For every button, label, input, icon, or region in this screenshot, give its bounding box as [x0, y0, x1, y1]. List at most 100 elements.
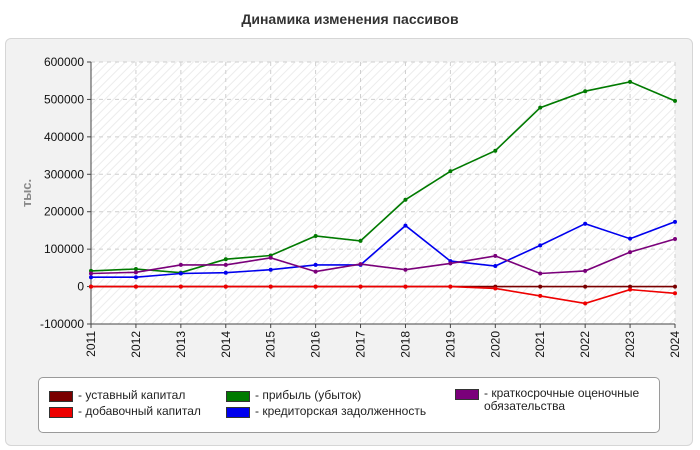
data-point[interactable] — [493, 286, 498, 291]
legend-swatch — [226, 391, 250, 402]
x-tick-label: 2019 — [443, 331, 457, 358]
legend-label: - краткосрочные оценочные обязательства — [484, 386, 640, 413]
data-point[interactable] — [133, 284, 138, 289]
x-tick-label: 2013 — [174, 331, 188, 358]
y-tick-label: 600000 — [44, 55, 84, 69]
data-point[interactable] — [448, 169, 453, 174]
data-point[interactable] — [403, 223, 408, 228]
data-point[interactable] — [493, 148, 498, 153]
series-group — [89, 237, 677, 276]
legend-label: - уставный капитал — [78, 388, 186, 402]
data-point[interactable] — [358, 262, 363, 267]
legend-item[interactable]: - краткосрочные оценочные обязательства — [455, 387, 655, 413]
data-point[interactable] — [673, 284, 677, 289]
data-point[interactable] — [583, 89, 588, 94]
data-point[interactable] — [358, 284, 363, 289]
data-point[interactable] — [133, 270, 138, 275]
legend-swatch — [49, 391, 73, 402]
data-point[interactable] — [223, 257, 228, 262]
legend-label: - кредиторская задолженность — [255, 404, 427, 418]
legend-item[interactable]: - добавочный капитал — [49, 405, 224, 418]
data-point[interactable] — [89, 271, 93, 276]
y-tick-label: 500000 — [44, 92, 84, 106]
data-point[interactable] — [673, 237, 677, 242]
x-tick-label: 2021 — [533, 331, 547, 358]
x-tick-label: 2014 — [219, 331, 233, 358]
series-line — [91, 285, 676, 305]
data-point[interactable] — [628, 284, 633, 289]
series-line — [90, 238, 676, 275]
data-point[interactable] — [448, 284, 453, 289]
data-point[interactable] — [673, 98, 677, 103]
data-point[interactable] — [223, 270, 228, 275]
legend-item[interactable]: - прибыль (убыток) — [226, 389, 451, 402]
data-point[interactable] — [133, 266, 138, 271]
data-point[interactable] — [403, 267, 408, 272]
data-point[interactable] — [268, 267, 273, 272]
data-point[interactable] — [493, 253, 498, 258]
y-tick-label: -100000 — [40, 317, 84, 331]
x-tick-label: 2017 — [354, 331, 368, 358]
x-tick-label: 2016 — [309, 331, 323, 358]
data-point[interactable] — [313, 234, 318, 239]
data-point[interactable] — [493, 263, 498, 268]
series-line — [90, 80, 676, 274]
x-tick-label: 2020 — [488, 331, 502, 358]
data-point[interactable] — [403, 197, 408, 202]
data-point[interactable] — [673, 219, 677, 224]
data-point[interactable] — [673, 291, 677, 296]
data-point[interactable] — [403, 284, 408, 289]
data-point[interactable] — [538, 271, 543, 276]
data-point[interactable] — [583, 221, 588, 226]
data-point[interactable] — [628, 287, 633, 292]
data-point[interactable] — [538, 293, 543, 298]
legend-label: - прибыль (убыток) — [255, 388, 362, 402]
data-point[interactable] — [448, 261, 453, 266]
data-point[interactable] — [538, 243, 543, 248]
data-point[interactable] — [313, 262, 318, 267]
data-point[interactable] — [133, 275, 138, 280]
data-point[interactable] — [313, 284, 318, 289]
legend-swatch — [49, 407, 73, 418]
x-tick-label: 2018 — [398, 331, 412, 358]
x-tick-label: 2022 — [578, 331, 592, 358]
data-point[interactable] — [89, 275, 93, 280]
data-point[interactable] — [178, 284, 183, 289]
data-point[interactable] — [538, 284, 543, 289]
data-point[interactable] — [583, 268, 588, 273]
data-point[interactable] — [583, 284, 588, 289]
data-point[interactable] — [223, 262, 228, 267]
legend-item[interactable]: - кредиторская задолженность — [226, 405, 451, 418]
data-point[interactable] — [628, 236, 633, 241]
y-tick-label: 300000 — [44, 167, 84, 181]
legend-item[interactable]: - уставный капитал — [49, 389, 224, 402]
plot-area-hatch — [91, 62, 675, 324]
x-tick-label: 2023 — [623, 331, 637, 358]
chart-title: Динамика изменения пассивов — [241, 11, 459, 27]
legend-swatch — [226, 407, 250, 418]
y-tick-label: 400000 — [44, 130, 84, 144]
data-point[interactable] — [628, 250, 633, 255]
data-point[interactable] — [178, 262, 183, 267]
data-point[interactable] — [89, 284, 93, 289]
x-tick-label: 2011 — [84, 331, 98, 357]
x-tick-label: 2015 — [264, 331, 278, 358]
y-axis-label: тыс. — [19, 179, 34, 207]
y-tick-label: 0 — [77, 280, 84, 294]
y-tick-label: 100000 — [44, 242, 84, 256]
data-point[interactable] — [538, 105, 543, 110]
series-group — [89, 284, 677, 306]
legend-label: - добавочный капитал — [78, 404, 201, 418]
data-point[interactable] — [268, 284, 273, 289]
data-point[interactable] — [223, 284, 228, 289]
data-point[interactable] — [268, 255, 273, 260]
y-tick-label: 200000 — [44, 205, 84, 219]
data-point[interactable] — [583, 301, 588, 306]
data-point[interactable] — [313, 269, 318, 274]
data-point[interactable] — [628, 79, 633, 84]
data-point[interactable] — [358, 238, 363, 243]
legend: - уставный капитал - добавочный капитал … — [38, 377, 660, 433]
data-point[interactable] — [178, 271, 183, 276]
x-tick-label: 2024 — [668, 331, 682, 358]
